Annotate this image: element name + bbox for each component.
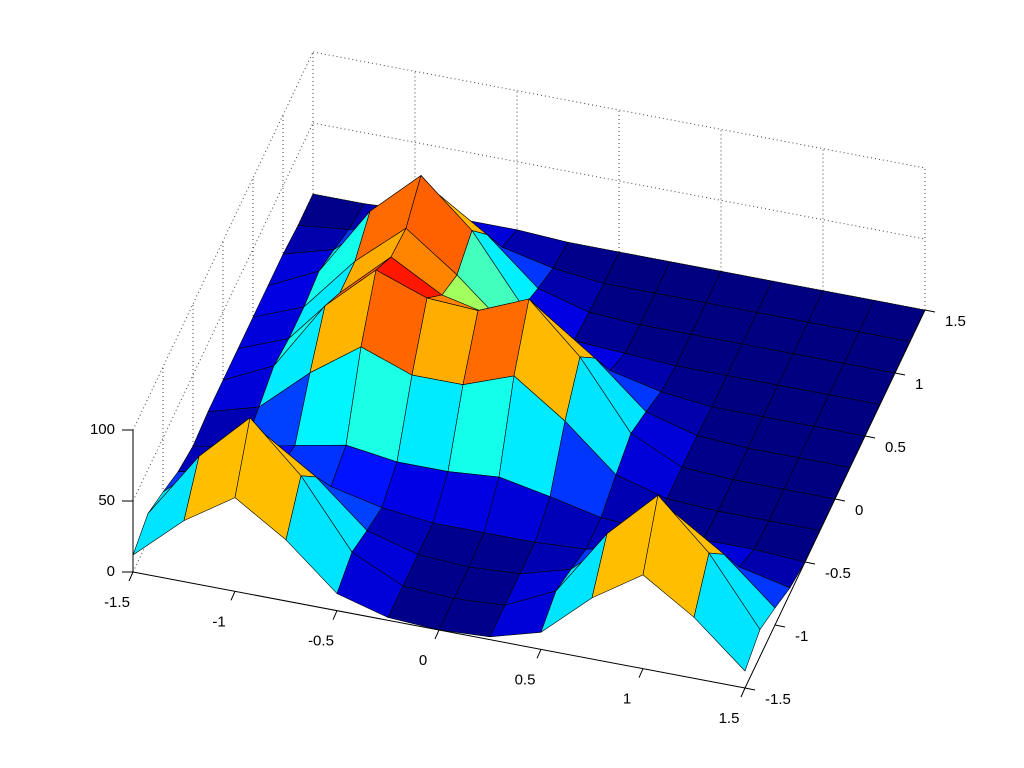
y-tick-label: 1.5 [945,313,966,330]
x-tick-label: 0 [419,652,427,669]
y-tick-label: 0 [855,502,863,519]
y-tick-label: -1 [795,628,808,645]
grid-line [132,51,314,431]
grid-line [132,122,314,502]
y-tick [744,687,756,691]
x-tick [740,687,746,698]
z-tick-label: 100 [90,421,115,438]
x-tick-label: 0.5 [515,671,536,688]
x-tick-label: -1 [212,613,225,630]
y-tick [894,372,906,376]
y-tick-label: -0.5 [825,565,851,582]
y-tick-label: 0.5 [885,439,906,456]
y-tick [834,498,846,502]
x-tick-label: -0.5 [308,633,334,650]
x-tick-label: 1.5 [719,710,740,727]
y-tick [924,309,936,313]
z-tick-label: 50 [98,492,115,509]
x-tick-label: -1.5 [104,594,130,611]
y-tick [864,435,876,439]
z-tick-label: 0 [107,563,115,580]
surface-patch [693,552,761,672]
x-tick [434,629,440,640]
x-tick [230,591,236,601]
x-tick [332,610,338,620]
x-tick-label: 1 [623,691,631,708]
x-tick [536,649,542,659]
y-tick [804,561,816,565]
x-tick [638,668,644,678]
y-tick [774,624,786,628]
x-tick [128,571,134,582]
y-tick-label: 1 [915,376,923,393]
y-tick-label: -1.5 [765,691,791,708]
